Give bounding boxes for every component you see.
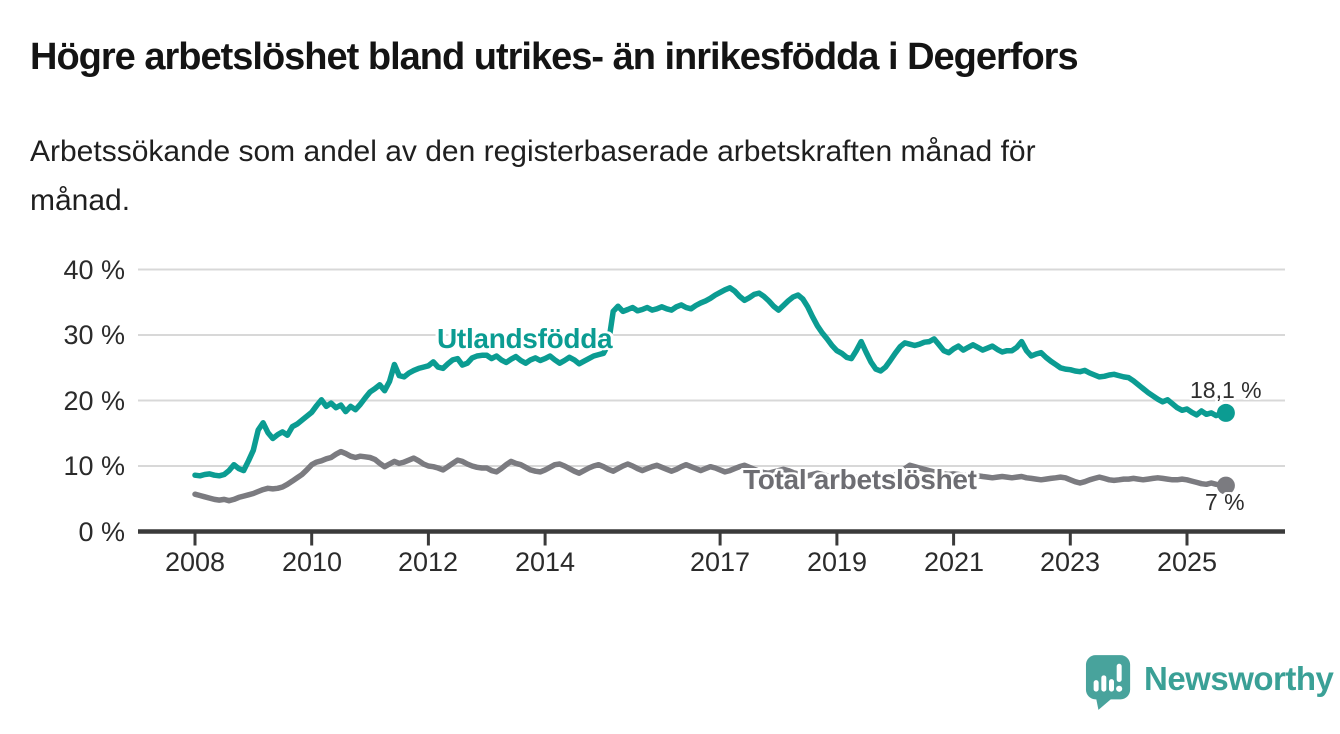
x-tick-label-2019: 2019	[806, 547, 868, 577]
y-tick-label-20: 20 %	[63, 386, 125, 416]
chart-subtitle: Arbetssökande som andel av den registerb…	[30, 127, 1250, 225]
x-tick-label-2023: 2023	[1039, 547, 1101, 577]
newsworthy-logo-icon	[1085, 655, 1131, 710]
series-label-total-arbetsloshet: Total arbetslöshet	[743, 464, 977, 495]
y-tick-label-30: 30 %	[63, 320, 125, 350]
x-tick-label-2012: 2012	[397, 547, 459, 577]
series-line-total	[192, 448, 1229, 504]
x-tick-label-2010: 2010	[281, 547, 343, 577]
x-tick-label-2025: 2025	[1156, 547, 1218, 577]
series-label-utlandsfodda: Utlandsfödda	[437, 323, 613, 354]
y-tick-label-0: 0 %	[78, 517, 125, 547]
x-tick-label-2021: 2021	[923, 547, 985, 577]
end-dot-total	[1216, 476, 1235, 495]
chart-subtitle-line2: månad.	[30, 184, 131, 217]
newsworthy-logo-text: Newsworthy	[1144, 660, 1334, 697]
newsworthy-logo: Newsworthy	[1085, 654, 1334, 712]
x-tick-label-2008: 2008	[164, 547, 226, 577]
y-tick-label-40: 40 %	[63, 255, 125, 285]
end-dot-utlandsfodda	[1216, 403, 1235, 422]
y-tick-label-10: 10 %	[63, 451, 125, 481]
chart-subtitle-line1: Arbetssökande som andel av den registerb…	[30, 135, 1036, 168]
x-tick-label-2017: 2017	[689, 547, 751, 577]
x-tick-label-2014: 2014	[514, 547, 576, 577]
end-value-label-utlandsfodda: 18,1 %	[1190, 377, 1262, 403]
series-line-utlandsfodda	[192, 285, 1229, 479]
end-value-label-total: 7 %	[1205, 489, 1245, 515]
chart-title: Högre arbetslöshet bland utrikes- än inr…	[30, 36, 1079, 78]
